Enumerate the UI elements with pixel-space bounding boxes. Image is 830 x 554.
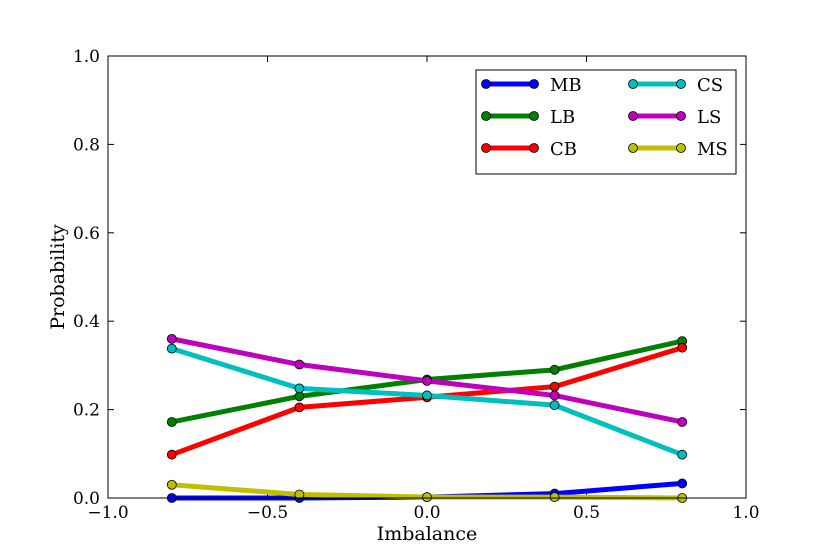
y-axis-label: Probability xyxy=(47,224,69,330)
data-point xyxy=(549,400,560,411)
series-cb xyxy=(166,342,688,460)
y-tick-label: 0.2 xyxy=(73,401,100,421)
legend-label: CB xyxy=(550,139,577,160)
tick-labels: −1.0 −0.5 0.0 0.5 1.0 0.0 0.2 0.4 0.6 0.8 1.0 xyxy=(73,47,760,523)
legend-marker xyxy=(676,79,686,89)
y-tick-label: 0.6 xyxy=(73,224,100,244)
legend-item: CS xyxy=(628,75,723,96)
data-point xyxy=(549,381,560,392)
data-point xyxy=(677,449,688,460)
legend-item: LS xyxy=(628,107,721,128)
data-point xyxy=(549,390,560,401)
x-tick-label: −1.0 xyxy=(87,503,128,523)
legend-marker xyxy=(628,79,638,89)
legend-item: CB xyxy=(481,139,577,160)
data-point xyxy=(677,342,688,353)
data-point xyxy=(422,492,432,503)
legend-marker xyxy=(529,111,539,121)
data-point xyxy=(166,333,177,344)
legend-label: LB xyxy=(550,107,575,128)
data-point xyxy=(422,390,432,401)
legend-marker xyxy=(481,111,491,121)
plot-frame xyxy=(107,55,747,499)
y-tick-label: 0.0 xyxy=(73,489,100,509)
legend-marker xyxy=(529,143,539,153)
x-axis-label: Imbalance xyxy=(377,523,478,545)
legend-marker xyxy=(628,143,638,153)
legend-label: CS xyxy=(697,75,723,96)
data-point xyxy=(166,479,177,490)
y-tick-label: 1.0 xyxy=(73,47,100,67)
legend-item: MS xyxy=(628,139,728,160)
legend-item: MB xyxy=(481,75,582,96)
data-point xyxy=(166,417,177,427)
x-tick-label: 1.0 xyxy=(732,503,759,523)
data-point xyxy=(294,489,305,500)
legend-item: LB xyxy=(481,107,575,128)
legend-marker xyxy=(628,111,638,121)
y-tick-label: 0.4 xyxy=(73,312,100,332)
series-layer xyxy=(166,333,688,503)
legend-marker xyxy=(481,143,491,153)
legend-marker xyxy=(676,111,686,121)
series-ls xyxy=(166,333,688,427)
data-point xyxy=(549,364,560,375)
x-tick-label: −0.5 xyxy=(247,503,288,523)
x-tick-label: 0.5 xyxy=(573,503,600,523)
data-point xyxy=(677,478,688,489)
legend-label: MB xyxy=(550,75,582,96)
x-tick-label: 0.0 xyxy=(413,503,440,523)
legend-label: MS xyxy=(697,139,728,160)
legend-marker xyxy=(529,79,539,89)
data-point xyxy=(294,402,305,413)
legend-label: LS xyxy=(697,107,721,128)
legend-box xyxy=(475,69,737,175)
series-cs xyxy=(166,343,688,460)
data-point xyxy=(166,343,177,354)
y-tick-label: 0.8 xyxy=(73,135,100,155)
data-point xyxy=(677,417,688,427)
data-point xyxy=(294,383,305,394)
data-point xyxy=(549,492,560,503)
data-point xyxy=(294,359,305,370)
data-point xyxy=(422,375,432,386)
legend: MB LB CB CS LS MS xyxy=(475,69,737,175)
data-point xyxy=(166,449,177,460)
legend-marker xyxy=(676,143,686,153)
legend-marker xyxy=(481,79,491,89)
